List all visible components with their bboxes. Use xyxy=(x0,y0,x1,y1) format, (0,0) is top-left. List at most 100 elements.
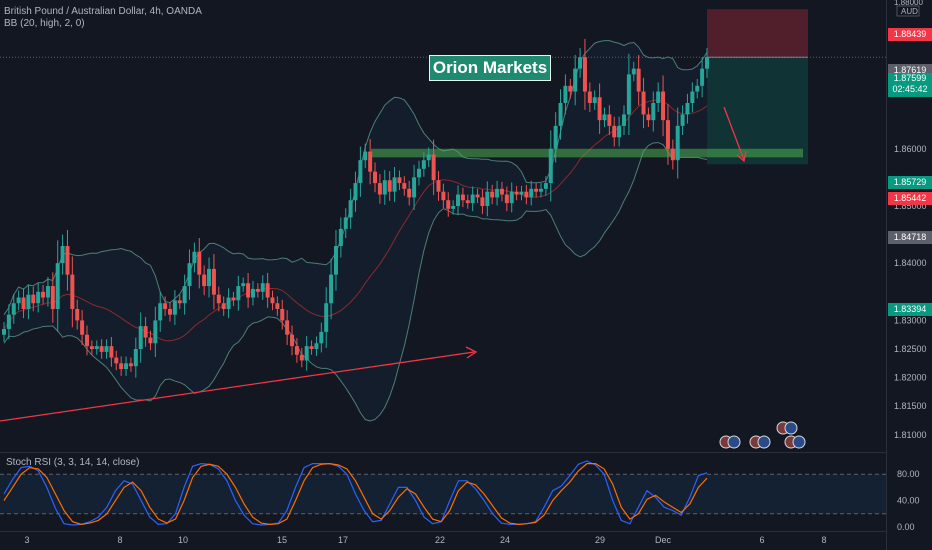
osc-tick: 80.00 xyxy=(897,469,920,479)
time-tick: 6 xyxy=(759,535,764,545)
candle-body xyxy=(182,286,187,304)
candle-body xyxy=(75,308,80,321)
candle xyxy=(382,169,387,205)
candle xyxy=(128,357,133,372)
candle xyxy=(475,188,480,204)
down-arrow-head xyxy=(736,150,747,163)
candle-body xyxy=(211,268,216,295)
price-tick: 1.86000 xyxy=(894,144,927,154)
brand-badge: Orion Markets xyxy=(429,55,551,81)
candle xyxy=(16,290,21,311)
candle xyxy=(216,286,221,312)
candle xyxy=(426,147,431,168)
candle xyxy=(460,187,465,208)
candle xyxy=(504,186,509,212)
osc-tick: 40.00 xyxy=(897,496,920,506)
candle xyxy=(226,288,231,319)
candle xyxy=(99,339,104,359)
candle xyxy=(631,61,636,82)
stoch-d-line xyxy=(3,463,708,525)
candle xyxy=(231,291,236,307)
candle-body xyxy=(695,85,700,92)
candle xyxy=(148,330,153,351)
price-tag-value: 1.88439 xyxy=(893,29,927,39)
candle-body xyxy=(109,346,114,358)
candle-body xyxy=(563,85,568,103)
candle-body xyxy=(2,328,6,335)
candle xyxy=(421,152,426,177)
time-tick: 17 xyxy=(338,535,348,545)
price-tag-value: 1.87599 xyxy=(893,73,927,83)
candle xyxy=(665,104,670,165)
candle xyxy=(416,160,421,186)
candle xyxy=(607,105,612,136)
candle xyxy=(304,335,309,371)
candle xyxy=(202,265,207,296)
currency-box xyxy=(896,5,920,17)
flag-au xyxy=(727,435,741,449)
candle-body xyxy=(387,180,392,192)
candle-body xyxy=(143,326,148,338)
candle-body xyxy=(104,346,109,352)
candle xyxy=(534,183,539,198)
candle-body xyxy=(446,200,451,209)
candle xyxy=(285,310,290,346)
candle xyxy=(407,180,412,206)
bollinger-lower xyxy=(3,142,708,422)
candle xyxy=(324,287,329,348)
candle xyxy=(11,294,16,324)
candle xyxy=(456,185,461,216)
candle xyxy=(543,176,548,196)
candle-body xyxy=(338,228,343,247)
candle-body xyxy=(465,200,470,204)
candle-body xyxy=(21,297,26,309)
time-tick: 22 xyxy=(435,535,445,545)
candle-body xyxy=(631,68,636,75)
candle xyxy=(119,356,124,376)
candle-body xyxy=(700,68,705,86)
candle-body xyxy=(543,183,548,189)
candle xyxy=(539,183,544,198)
candle xyxy=(412,164,417,210)
candle xyxy=(21,288,26,319)
price-tick: 1.81000 xyxy=(894,430,927,440)
candle xyxy=(646,107,651,128)
candle-body xyxy=(329,274,334,304)
candle-body xyxy=(675,125,680,161)
candle xyxy=(641,77,646,129)
candle-body xyxy=(148,337,153,344)
candle xyxy=(592,90,597,110)
candle-body xyxy=(260,283,265,292)
candle xyxy=(343,208,348,239)
candle xyxy=(363,143,368,169)
candle xyxy=(392,167,397,202)
candle xyxy=(348,188,353,229)
candle-body xyxy=(407,188,412,198)
candle-body xyxy=(236,286,241,301)
candle-body xyxy=(377,183,382,195)
candle-body xyxy=(343,217,348,229)
candle xyxy=(587,82,592,113)
candle-body xyxy=(84,334,89,347)
candle xyxy=(246,272,251,308)
candle xyxy=(670,139,675,170)
candle xyxy=(368,139,373,185)
candle-body xyxy=(670,148,675,161)
candle-body xyxy=(304,346,309,361)
candle xyxy=(451,200,456,215)
candle-body xyxy=(133,349,138,367)
price-tag: 1.87599 02:45:42 xyxy=(888,73,932,97)
candle-body xyxy=(661,91,666,121)
candle xyxy=(485,181,490,217)
price-tick: 1.84000 xyxy=(894,258,927,268)
candle-body xyxy=(431,154,436,181)
candle-body xyxy=(80,320,85,335)
candle xyxy=(260,275,265,300)
candle-body xyxy=(124,363,129,370)
candle-body xyxy=(602,114,607,121)
candle-body xyxy=(553,125,558,149)
candle-body xyxy=(119,363,124,370)
candle-body xyxy=(177,300,182,304)
candle xyxy=(84,325,89,356)
